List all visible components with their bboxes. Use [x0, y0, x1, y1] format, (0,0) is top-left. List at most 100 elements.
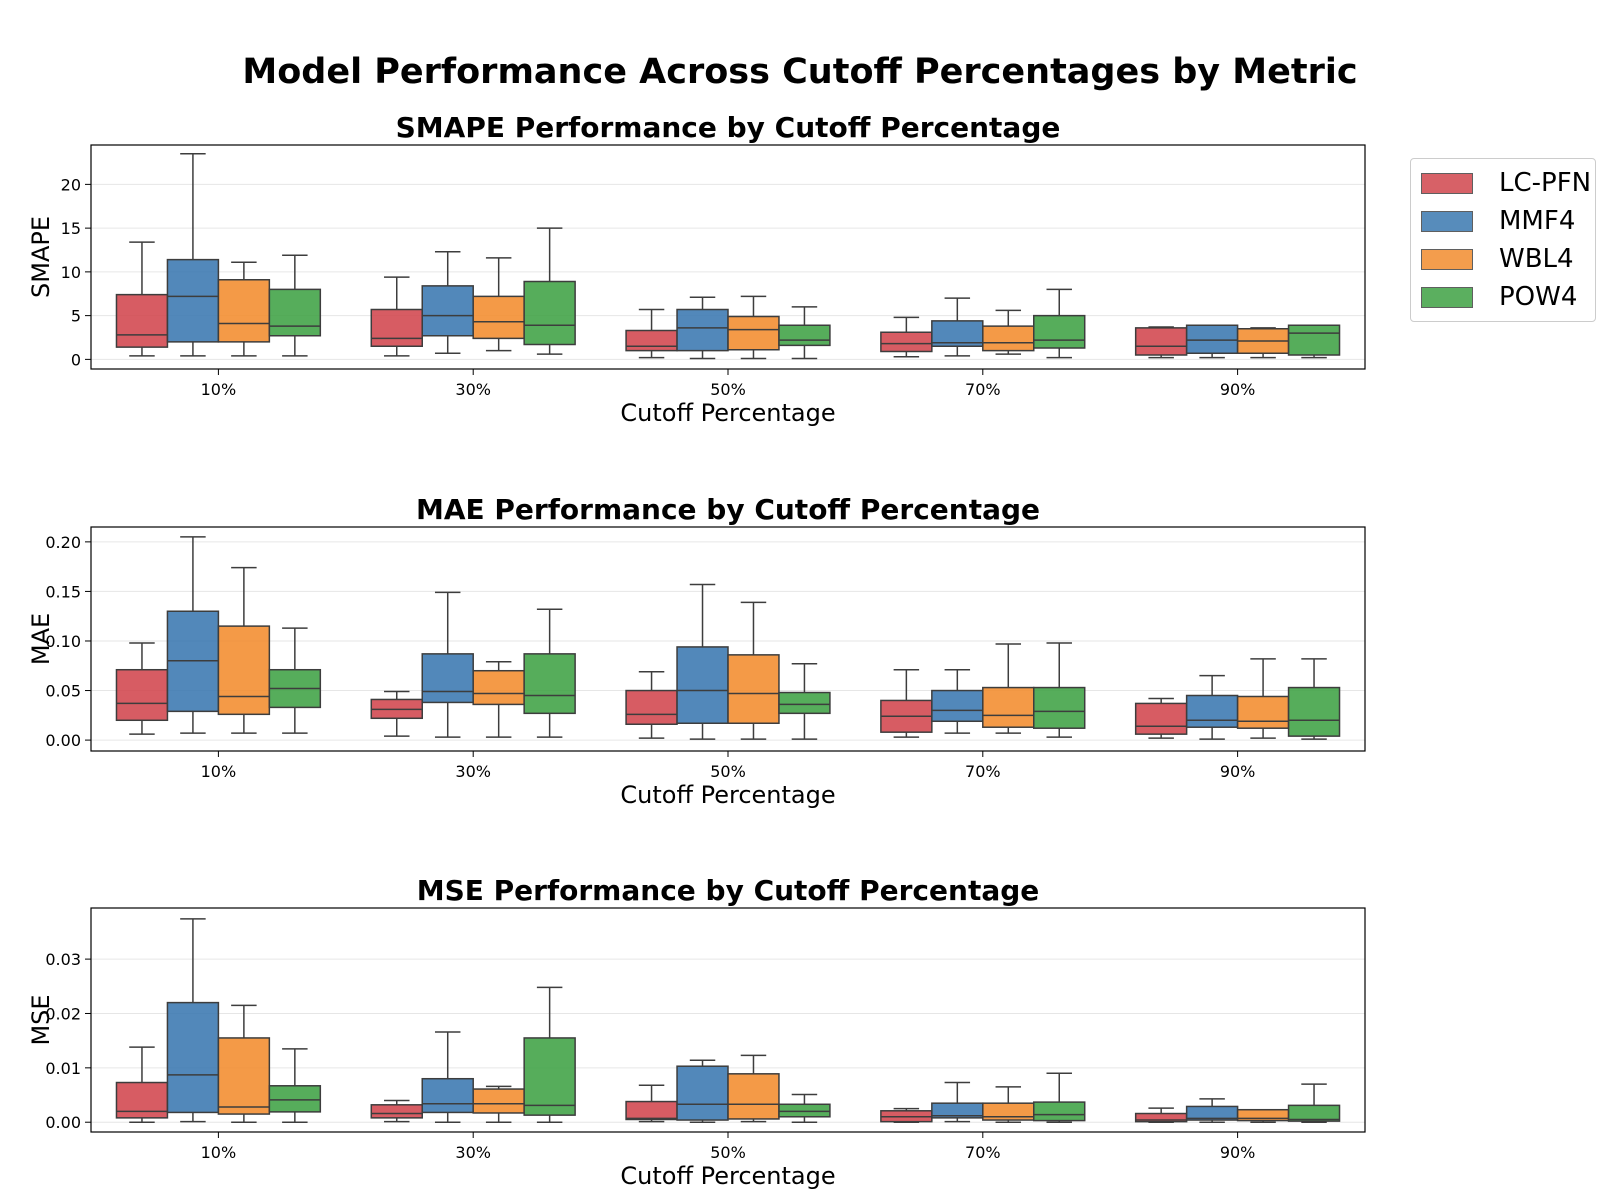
box-iqr: [727, 654, 780, 724]
box-iqr: [676, 646, 729, 724]
box-iqr: [1033, 314, 1086, 349]
box-iqr: [421, 653, 474, 704]
box-mmf4-10: [166, 153, 220, 357]
box-iqr: [625, 689, 678, 725]
legend-item-lc-pfn: LC-PFN: [1421, 167, 1591, 199]
box-wbl4-10: [217, 1004, 271, 1123]
plot-frame: [90, 144, 1366, 370]
box-lc-pfn-50: [625, 670, 678, 739]
x-tick-label: 90%: [1220, 762, 1256, 781]
box-lc-pfn-70: [880, 668, 933, 738]
box-iqr: [217, 1037, 271, 1115]
box-iqr: [625, 329, 678, 352]
box-pow4-70: [1033, 1072, 1086, 1123]
box-iqr: [1134, 702, 1188, 735]
box-iqr: [523, 1037, 576, 1116]
panel-title: MSE Performance by Cutoff Percentage: [417, 874, 1040, 907]
series-wbl4: [217, 566, 1290, 740]
box-wbl4-50: [727, 601, 780, 740]
box-iqr: [1134, 327, 1188, 356]
box-pow4-70: [1033, 288, 1086, 359]
box-iqr: [880, 331, 933, 353]
box-pow4-30: [523, 608, 576, 738]
legend-label-lc-pfn: LC-PFN: [1499, 168, 1592, 198]
y-tick-label: 0.15: [45, 582, 81, 601]
box-iqr: [982, 686, 1035, 728]
legend-item-mmf4: MMF4: [1421, 205, 1575, 237]
y-tick-label: 0.01: [45, 1059, 81, 1078]
box-iqr: [523, 653, 576, 715]
y-tick-label: 10: [61, 263, 81, 282]
y-tick-label: 0.05: [45, 682, 81, 701]
box-iqr: [778, 324, 831, 347]
series-mmf4: [166, 536, 1239, 740]
box-mmf4-70: [931, 1081, 984, 1123]
box-iqr: [166, 258, 220, 343]
box-mmf4-50: [676, 296, 729, 360]
box-iqr: [115, 293, 169, 348]
box-mmf4-90: [1185, 1098, 1239, 1123]
box-mmf4-30: [421, 591, 474, 738]
box-mmf4-90: [1185, 674, 1239, 740]
box-mmf4-50: [676, 583, 729, 740]
box-lc-pfn-70: [880, 1107, 933, 1123]
box-iqr: [166, 1001, 220, 1114]
legend-swatch-pow4: [1421, 286, 1473, 308]
box-iqr: [727, 315, 780, 351]
box-pow4-50: [778, 306, 831, 360]
box-iqr: [217, 279, 271, 343]
box-pow4-50: [778, 1093, 831, 1123]
box-iqr: [472, 669, 525, 706]
y-axis-label: MAE: [27, 613, 55, 665]
y-tick-label: 15: [61, 219, 81, 238]
box-wbl4-90: [1236, 1108, 1290, 1123]
box-lc-pfn-30: [370, 276, 423, 357]
x-tick-label: 70%: [965, 762, 1001, 781]
box-pow4-30: [523, 227, 576, 355]
legend-label-mmf4: MMF4: [1499, 206, 1576, 236]
box-iqr: [982, 325, 1035, 352]
box-iqr: [778, 691, 831, 715]
box-iqr: [1287, 686, 1341, 737]
box-iqr: [370, 1104, 423, 1119]
box-mmf4-50: [676, 1059, 729, 1123]
series-pow4: [268, 227, 1341, 360]
box-iqr: [1185, 324, 1239, 354]
y-axis-label: SMAPE: [27, 216, 55, 298]
box-iqr: [115, 668, 169, 722]
box-lc-pfn-10: [115, 1046, 169, 1123]
box-iqr: [1287, 1104, 1341, 1122]
box-wbl4-10: [217, 261, 271, 357]
y-tick-label: 0.00: [45, 731, 81, 750]
box-lc-pfn-90: [1134, 1107, 1188, 1123]
box-wbl4-50: [727, 295, 780, 360]
y-tick-label: 20: [61, 175, 81, 194]
box-iqr: [370, 308, 423, 347]
box-wbl4-70: [982, 643, 1035, 734]
box-iqr: [523, 280, 576, 346]
box-wbl4-10: [217, 566, 271, 734]
x-tick-label: 90%: [1220, 380, 1256, 399]
legend-swatch-wbl4: [1421, 248, 1473, 270]
x-tick-label: 10%: [201, 1143, 237, 1162]
box-pow4-10: [268, 1048, 322, 1123]
series-wbl4: [217, 257, 1290, 360]
box-lc-pfn-90: [1134, 697, 1188, 739]
panel-mae: 0.00 0.05 0.10 0.15 0.20 10% 30% 50% 70% 90% MAE P…: [27, 493, 1366, 809]
x-tick-label: 10%: [201, 380, 237, 399]
series-mmf4: [166, 918, 1239, 1123]
y-tick-label: 5: [71, 307, 81, 326]
box-wbl4-30: [472, 1085, 525, 1123]
series-lc-pfn: [115, 1046, 1188, 1123]
box-iqr: [625, 1100, 678, 1121]
x-axis-label: Cutoff Percentage: [620, 399, 835, 427]
box-wbl4-90: [1236, 658, 1290, 739]
box-iqr: [1185, 694, 1239, 728]
y-tick-label: 0.03: [45, 950, 81, 969]
legend-item-pow4: POW4: [1421, 281, 1577, 313]
x-tick-label: 90%: [1220, 1143, 1256, 1162]
box-lc-pfn-50: [625, 308, 678, 359]
y-tick-label: 0.20: [45, 533, 81, 552]
box-iqr: [421, 1077, 474, 1114]
